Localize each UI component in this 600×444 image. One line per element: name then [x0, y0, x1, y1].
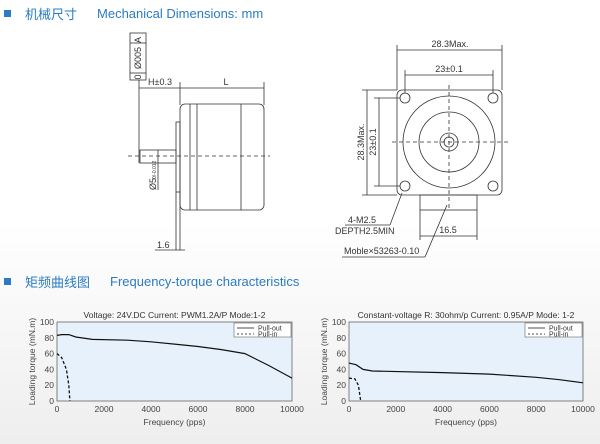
chart-title: Voltage: 24V.DC Current: PWM1.2A/P Mode:…	[84, 310, 266, 320]
x-tick-label: 8000	[527, 404, 546, 414]
shaft-diameter: Ø5	[148, 178, 158, 190]
section-title-en: Frequency-torque characteristics	[110, 274, 300, 289]
hole-pitch-v-dimension: 23±0.1	[368, 128, 378, 155]
y-tick-label: 100	[332, 317, 346, 327]
tolerance-zero: 0	[133, 74, 143, 79]
section-title-cn: 矩频曲线图	[25, 275, 91, 290]
legend-label: Pull-in	[258, 332, 278, 339]
height-max-dimension: 28.3Max.	[356, 123, 366, 160]
flange-thickness: 1.6	[157, 240, 170, 250]
datum-label: A	[133, 37, 143, 43]
x-tick-label: 10000	[571, 404, 595, 414]
section-title-en: Mechanical Dimensions: mm	[97, 6, 264, 21]
shaft-tolerance: 0/-0.012	[152, 160, 158, 179]
frequency-torque-heading: 矩频曲线图 Frequency-torque characteristics	[4, 272, 299, 291]
depth-label: DEPTH2.5MIN	[335, 226, 395, 236]
y-tick-label: 0	[341, 396, 346, 406]
chart-title: Constant-voltage R: 30ohm/p Current: 0.9…	[358, 310, 575, 320]
series-pull-out	[348, 362, 584, 384]
y-tick-label: 40	[45, 364, 55, 374]
x-tick-label: 10000	[280, 404, 304, 414]
x-tick-label: 8000	[236, 404, 255, 414]
runout-label: Ø005	[133, 47, 143, 69]
connector-label: Moble×53263-0.10	[344, 246, 419, 256]
section-title-cn: 机械尺寸	[25, 7, 78, 22]
series-pull-out	[56, 334, 293, 379]
h-dimension: H±0.3	[148, 77, 172, 87]
mechanical-dimensions-heading: 机械尺寸 Mechanical Dimensions: mm	[4, 4, 263, 23]
series-pull-in	[348, 377, 362, 402]
x-tick-label: 6000	[480, 404, 499, 414]
y-tick-label: 80	[337, 333, 347, 343]
x-axis-label: Frequency (pps)	[144, 417, 206, 427]
l-dimension: L	[223, 77, 228, 87]
x-tick-label: 4000	[433, 404, 452, 414]
side-view: A Ø005 0 H±0.3 L Ø5 0/-0.012 1.6	[128, 32, 270, 251]
connector-width-dimension: 16.5	[439, 225, 457, 235]
series-pull-in	[56, 353, 71, 402]
y-tick-label: 20	[45, 380, 55, 390]
y-axis-label: Loading torque (mN.m)	[319, 318, 329, 406]
legend-label: Pull-out	[258, 326, 282, 333]
legend-label: Pull-out	[549, 326, 573, 333]
y-tick-label: 40	[337, 364, 347, 374]
x-tick-label: 4000	[142, 404, 161, 414]
x-axis-label: Frequency (pps)	[435, 417, 497, 427]
bullet-square-icon	[4, 278, 11, 285]
x-tick-label: 6000	[189, 404, 208, 414]
y-tick-label: 20	[337, 380, 347, 390]
connector	[419, 194, 478, 211]
y-tick-label: 60	[337, 349, 347, 359]
tolerance-frame	[129, 32, 147, 81]
hole-pitch-dimension: 23±0.1	[435, 64, 462, 74]
chart-1: Voltage: 24V.DC Current: PWM1.2A/P Mode:…	[27, 310, 304, 427]
chart-2: Constant-voltage R: 30ohm/p Current: 0.9…	[319, 310, 595, 427]
legend-label: Pull-in	[549, 332, 569, 339]
x-tick-label: 0	[55, 404, 60, 414]
y-tick-label: 60	[45, 349, 55, 359]
y-tick-label: 0	[49, 396, 54, 406]
thread-label: 4-M2.5	[348, 215, 376, 225]
y-tick-label: 100	[40, 317, 54, 327]
y-axis-label: Loading torque (mN.m)	[27, 318, 37, 406]
x-tick-label: 0	[347, 404, 352, 414]
x-tick-label: 2000	[95, 404, 114, 414]
y-tick-label: 80	[45, 333, 55, 343]
x-tick-label: 2000	[386, 404, 405, 414]
front-view: 28.3Max. 23±0.1 28.3Max. 23±0.1 16.5 4-M…	[335, 39, 508, 258]
bullet-square-icon	[4, 10, 11, 17]
width-max-dimension: 28.3Max.	[431, 39, 468, 49]
